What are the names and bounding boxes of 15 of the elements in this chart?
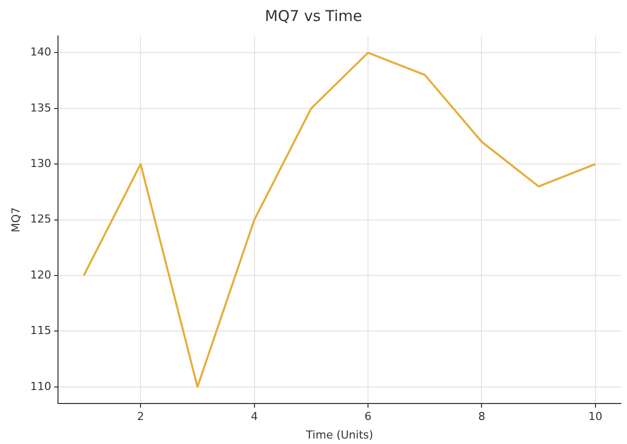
x-tick-label: 6 [364,410,372,424]
x-tick-label: 4 [250,410,258,424]
y-tick-label: 135 [30,101,52,114]
y-tick-label: 120 [30,268,52,282]
y-tick-label: 140 [30,46,52,59]
y-tick-label: 130 [30,156,52,170]
x-tick-label: 8 [478,410,486,424]
y-tick-label: 125 [30,212,52,226]
chart-title: MQ7 vs Time [264,6,362,25]
y-tick-label: 110 [30,380,52,393]
y-axis-title: MQ7 [9,207,22,232]
x-tick-label: 10 [588,410,602,424]
x-axis-title: Time (Units) [305,428,374,442]
x-tick-label: 2 [137,410,144,424]
y-tick-label: 115 [30,324,52,338]
